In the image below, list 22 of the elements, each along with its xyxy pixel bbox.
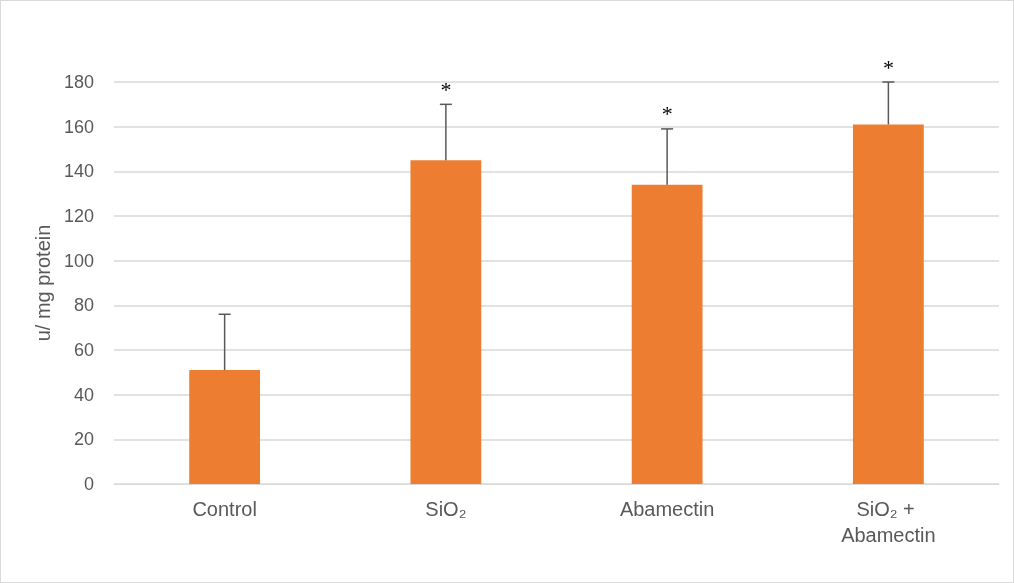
annotation: *	[882, 54, 894, 80]
y-tick-label: 120	[63, 206, 94, 226]
bar	[631, 184, 703, 484]
bar	[189, 370, 261, 484]
x-tick-label: Control	[192, 498, 257, 520]
y-tick-label: 140	[63, 161, 94, 182]
annotation: *	[440, 76, 452, 102]
y-tick-label: 160	[63, 116, 94, 137]
bar	[410, 160, 482, 484]
y-tick-label: 80	[73, 295, 94, 316]
y-tick-label: 60	[73, 340, 94, 360]
y-tick-label: 40	[73, 384, 94, 405]
bar	[852, 124, 924, 484]
y-tick-label: 0	[83, 474, 94, 494]
annotation: *	[661, 101, 673, 127]
y-axis-title: u/ mg protein	[32, 224, 55, 342]
x-tick-label: SiO₂	[425, 498, 467, 520]
y-tick-label: 100	[63, 250, 94, 271]
x-tick-label: Abamectin	[619, 498, 715, 520]
x-tick-label: SiO₂ + Abamectin	[841, 498, 936, 546]
y-tick-label: 180	[63, 72, 94, 92]
y-tick-label: 20	[73, 429, 94, 450]
